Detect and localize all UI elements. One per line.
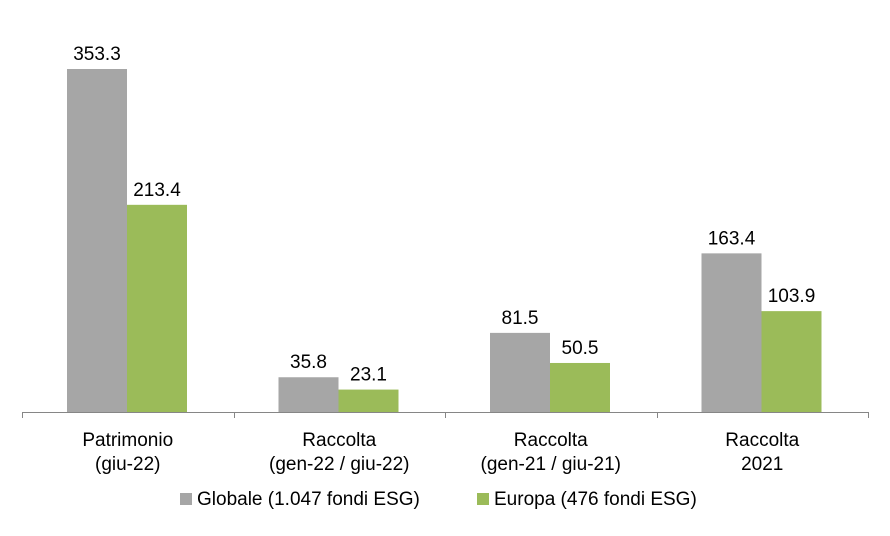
bar-globale-1 <box>67 69 127 412</box>
data-label-globale-4: 163.4 <box>708 228 756 249</box>
category-label-3-line-2: (gen-21 / giu-21) <box>481 454 621 475</box>
bar-globale-3 <box>490 332 550 412</box>
legend-label-europa: Europa (476 fondi ESG) <box>494 489 697 510</box>
category-label-2-line-1: Raccolta <box>302 430 376 451</box>
data-label-europa-4: 103.9 <box>768 286 816 307</box>
bar-europa-4 <box>761 311 822 412</box>
data-label-europa-1: 213.4 <box>133 180 181 201</box>
category-label-2-line-2: (gen-22 / giu-22) <box>269 454 409 475</box>
bar-globale-4 <box>701 253 762 412</box>
category-label-1-line-2: (giu-22) <box>95 454 160 475</box>
data-label-europa-3: 50.5 <box>562 338 599 359</box>
data-label-globale-2: 35.8 <box>290 352 327 373</box>
category-label-4-line-1: Raccolta <box>725 430 799 451</box>
bar-europa-2 <box>338 389 399 412</box>
data-label-globale-1: 353.3 <box>73 44 121 65</box>
legend-swatch-europa <box>477 493 489 505</box>
category-label-3-line-1: Raccolta <box>514 430 588 451</box>
bar-europa-1 <box>127 204 187 412</box>
category-label-4-line-2: 2021 <box>741 454 783 475</box>
category-label-1-line-1: Patrimonio <box>82 430 173 451</box>
legend-label-globale: Globale (1.047 fondi ESG) <box>197 489 420 510</box>
bar-globale-2 <box>278 377 339 412</box>
data-label-globale-3: 81.5 <box>502 308 539 329</box>
bar-europa-3 <box>550 362 610 412</box>
data-label-europa-2: 23.1 <box>350 365 387 386</box>
legend-swatch-globale <box>180 493 192 505</box>
